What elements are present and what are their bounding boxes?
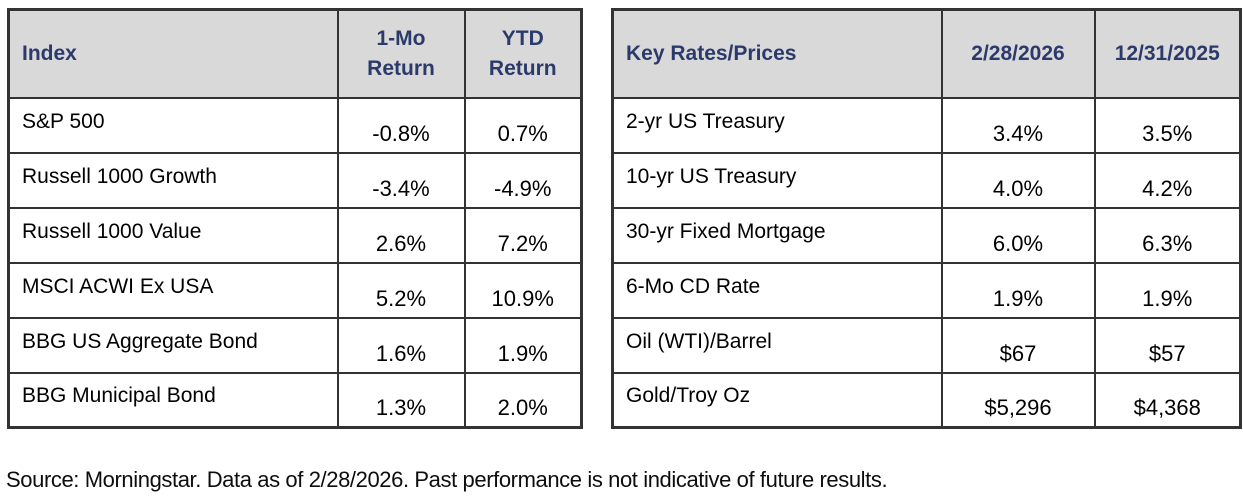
one-mo-return-value: 5.2% xyxy=(336,261,466,319)
source-note: Source: Morningstar. Data as of 2/28/202… xyxy=(6,467,888,492)
ytd-return-column-header: YTD Return xyxy=(463,8,583,99)
key-rates-table: Key Rates/Prices 2/28/2026 12/31/2025 2-… xyxy=(611,8,1242,429)
index-returns-table: Index 1-Mo Return YTD Return S&P 500 -0.… xyxy=(7,8,583,429)
table-row: BBG US Aggregate Bond 1.6% 1.9% xyxy=(7,316,583,374)
rates-table-header-row: Key Rates/Prices 2/28/2026 12/31/2025 xyxy=(611,8,1242,99)
current-value: $67 xyxy=(940,316,1096,374)
index-column-header: Index xyxy=(7,8,339,99)
ytd-return-value: 0.7% xyxy=(463,96,583,154)
table-row: 2-yr US Treasury 3.4% 3.5% xyxy=(611,96,1242,154)
one-mo-return-value: -3.4% xyxy=(336,151,466,209)
tables-container: Index 1-Mo Return YTD Return S&P 500 -0.… xyxy=(7,8,1242,429)
ytd-return-value: 7.2% xyxy=(463,206,583,264)
one-mo-return-value: -0.8% xyxy=(336,96,466,154)
table-row: Gold/Troy Oz $5,296 $4,368 xyxy=(611,371,1242,429)
one-mo-return-value: 1.3% xyxy=(336,371,466,429)
table-row: MSCI ACWI Ex USA 5.2% 10.9% xyxy=(7,261,583,319)
table-row: Russell 1000 Growth -3.4% -4.9% xyxy=(7,151,583,209)
prior-value: 3.5% xyxy=(1093,96,1242,154)
current-value: 6.0% xyxy=(940,206,1096,264)
index-name: MSCI ACWI Ex USA xyxy=(7,261,339,319)
current-value: $5,296 xyxy=(940,371,1096,429)
rate-name: 2-yr US Treasury xyxy=(611,96,943,154)
table-row: BBG Municipal Bond 1.3% 2.0% xyxy=(7,371,583,429)
ytd-return-value: 10.9% xyxy=(463,261,583,319)
table-row: Oil (WTI)/Barrel $67 $57 xyxy=(611,316,1242,374)
ytd-return-value: 1.9% xyxy=(463,316,583,374)
rate-name: 6-Mo CD Rate xyxy=(611,261,943,319)
rate-name: Oil (WTI)/Barrel xyxy=(611,316,943,374)
rate-name: 10-yr US Treasury xyxy=(611,151,943,209)
prior-value: 1.9% xyxy=(1093,261,1242,319)
table-row: 30-yr Fixed Mortgage 6.0% 6.3% xyxy=(611,206,1242,264)
ytd-return-value: -4.9% xyxy=(463,151,583,209)
one-mo-return-value: 1.6% xyxy=(336,316,466,374)
ytd-return-value: 2.0% xyxy=(463,371,583,429)
current-date-column-header: 2/28/2026 xyxy=(940,8,1096,99)
current-value: 4.0% xyxy=(940,151,1096,209)
table-row: 6-Mo CD Rate 1.9% 1.9% xyxy=(611,261,1242,319)
prior-value: 4.2% xyxy=(1093,151,1242,209)
current-value: 1.9% xyxy=(940,261,1096,319)
key-rates-column-header: Key Rates/Prices xyxy=(611,8,943,99)
index-name: S&P 500 xyxy=(7,96,339,154)
rate-name: Gold/Troy Oz xyxy=(611,371,943,429)
table-row: S&P 500 -0.8% 0.7% xyxy=(7,96,583,154)
index-table-header-row: Index 1-Mo Return YTD Return xyxy=(7,8,583,99)
prior-value: $4,368 xyxy=(1093,371,1242,429)
index-name: Russell 1000 Value xyxy=(7,206,339,264)
index-name: BBG US Aggregate Bond xyxy=(7,316,339,374)
prior-value: $57 xyxy=(1093,316,1242,374)
rate-name: 30-yr Fixed Mortgage xyxy=(611,206,943,264)
one-mo-return-column-header: 1-Mo Return xyxy=(336,8,466,99)
table-row: Russell 1000 Value 2.6% 7.2% xyxy=(7,206,583,264)
prior-date-column-header: 12/31/2025 xyxy=(1093,8,1242,99)
one-mo-return-value: 2.6% xyxy=(336,206,466,264)
index-name: BBG Municipal Bond xyxy=(7,371,339,429)
table-row: 10-yr US Treasury 4.0% 4.2% xyxy=(611,151,1242,209)
prior-value: 6.3% xyxy=(1093,206,1242,264)
index-name: Russell 1000 Growth xyxy=(7,151,339,209)
current-value: 3.4% xyxy=(940,96,1096,154)
